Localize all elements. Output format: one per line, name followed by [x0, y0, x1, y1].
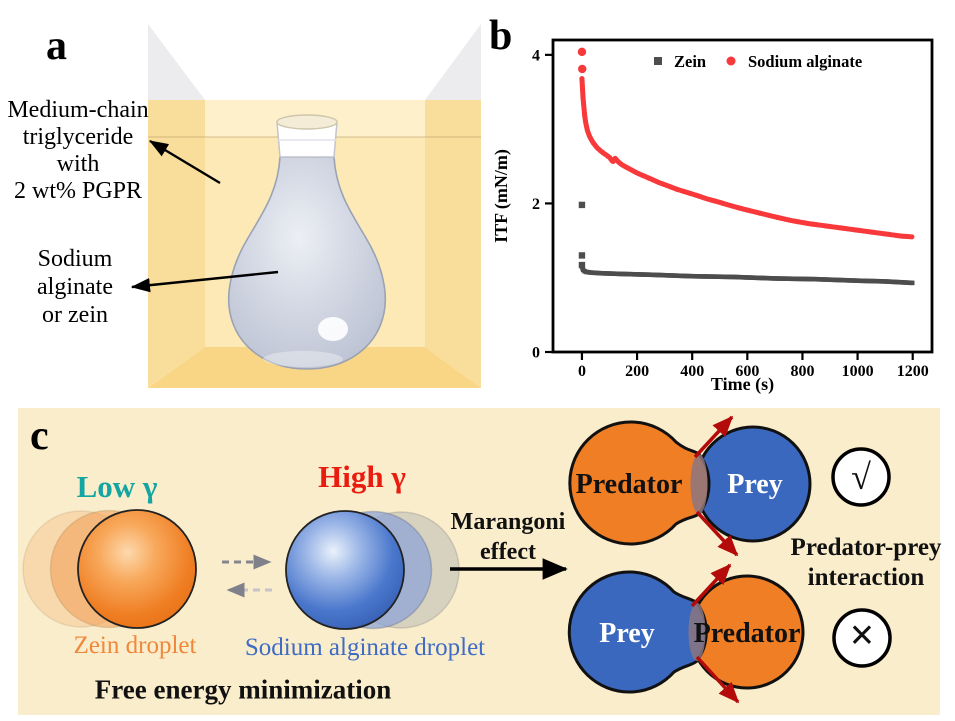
panel-label-c: c: [30, 413, 49, 459]
oil-phase-label-line: Medium-chain: [7, 97, 149, 123]
droplet-phase-label-line: Sodium: [37, 246, 113, 272]
data-point: [578, 64, 587, 74]
data-point: [909, 280, 915, 286]
alginate-droplet: [285, 510, 405, 630]
y-axis-label: ITF (mN/m): [491, 149, 512, 243]
legend-label-sodium-alginate: Sodium alginate: [748, 52, 862, 71]
data-point: [578, 201, 586, 209]
oil-phase-label-line: with: [56, 151, 100, 177]
alginate-droplet-label: Sodium alginate droplet: [244, 634, 486, 661]
pair-predator-prey: [568, 415, 812, 557]
panel-a: a Medium-chain triglyceride with 2 wt% P…: [0, 0, 488, 400]
plot-frame: [551, 38, 934, 354]
oil-cell-illustration: [130, 24, 481, 388]
legend-marker-zein: [654, 57, 662, 65]
predator-label-bottom: Predator: [693, 618, 801, 649]
droplet-body: [227, 156, 387, 370]
zein-droplet-group: [22, 509, 197, 629]
pair-prey-predator: [567, 563, 805, 704]
marangoni-line-2: effect: [480, 539, 536, 565]
marangoni-flow-arrow: [695, 655, 740, 704]
x-tick-label: 600: [735, 363, 759, 380]
interaction-line-2: interaction: [807, 564, 925, 591]
droplet-phase-label-line: or zein: [42, 302, 108, 328]
x-axis-label: Time (s): [711, 374, 774, 395]
interaction-label: Predator-prey interaction: [791, 533, 942, 593]
low-gamma-label: Low γ: [76, 469, 158, 504]
droplet-bottom-sheen: [263, 351, 343, 367]
panel-b: 0 200 400 600 800 1000 1200 0 2 4 Time (s) ITF (mN/…: [488, 0, 955, 400]
free-energy-label: Free energy minimization: [94, 674, 392, 705]
box-left-flap: [148, 24, 205, 100]
prey-label-top: Prey: [727, 469, 783, 500]
zein-droplet: [77, 509, 197, 629]
high-gamma-label: High γ: [318, 459, 406, 494]
cross-icon: ×: [849, 610, 875, 660]
droplet-phase-label-line: alginate: [37, 274, 113, 300]
marangoni-line-1: Marangoni: [450, 509, 566, 535]
cross-badge-circle: [832, 608, 892, 668]
box-right-flap: [425, 24, 481, 100]
x-tick-label: 400: [680, 363, 704, 380]
y-tick-label: 2: [532, 196, 540, 213]
marangoni-effect-label: Marangoni effect: [451, 507, 566, 567]
itf-time-chart: 0 200 400 600 800 1000 1200 0 2 4 Time (s) ITF (mN/…: [491, 38, 934, 395]
x-tick-label: 200: [625, 363, 649, 380]
data-point: [577, 47, 587, 57]
alginate-droplet-group: [285, 510, 460, 630]
x-tick-label: 800: [790, 363, 814, 380]
check-badge-circle: [831, 447, 891, 507]
y-tick-label: 4: [532, 47, 540, 64]
dispenser-cap: [276, 114, 338, 158]
interaction-line-1: Predator-prey: [790, 534, 942, 561]
panel-label-a: a: [46, 23, 67, 69]
prey-label-bottom: Prey: [599, 618, 655, 649]
panel-c: c Low γ High γ Zein droplet Sodium algin…: [18, 408, 942, 715]
legend-label-zein: Zein: [674, 52, 706, 71]
box-left-wall: [148, 100, 205, 388]
oil-phase-label-line: triglyceride: [22, 124, 134, 150]
contact-lens-top: [690, 454, 708, 514]
box-right-wall: [425, 100, 481, 388]
marangoni-flow-arrow: [695, 510, 739, 557]
marangoni-flow-arrow: [693, 415, 734, 459]
oil-phase-label-line: 2 wt% PGPR: [13, 178, 143, 204]
check-icon: √: [851, 457, 871, 497]
predator-prey-schematic: [22, 415, 892, 704]
droplet-phase-label: Sodium alginate or zein: [0, 245, 150, 329]
contact-lens-bottom: [688, 603, 706, 661]
droplet-annotation-arrow: [130, 270, 279, 293]
data-point: [909, 234, 915, 240]
legend-marker-sodium-alginate: [726, 56, 736, 66]
oil-phase-label: Medium-chain triglyceride with 2 wt% PGP…: [2, 97, 154, 205]
x-tick-label: 1000: [842, 363, 874, 380]
predator-label-top: Predator: [575, 469, 683, 500]
x-tick-label: 1200: [897, 363, 929, 380]
data-point: [578, 261, 586, 269]
pendant-droplet: [227, 156, 387, 370]
panel-label-b: b: [489, 13, 513, 59]
droplet-highlight: [318, 317, 348, 341]
zein-droplet-label: Zein droplet: [73, 632, 197, 659]
data-point: [578, 252, 586, 259]
y-tick-label: 0: [532, 345, 540, 362]
oil-annotation-arrow: [148, 139, 221, 185]
marangoni-flow-arrow: [690, 563, 732, 608]
x-tick-label: 0: [578, 363, 586, 380]
